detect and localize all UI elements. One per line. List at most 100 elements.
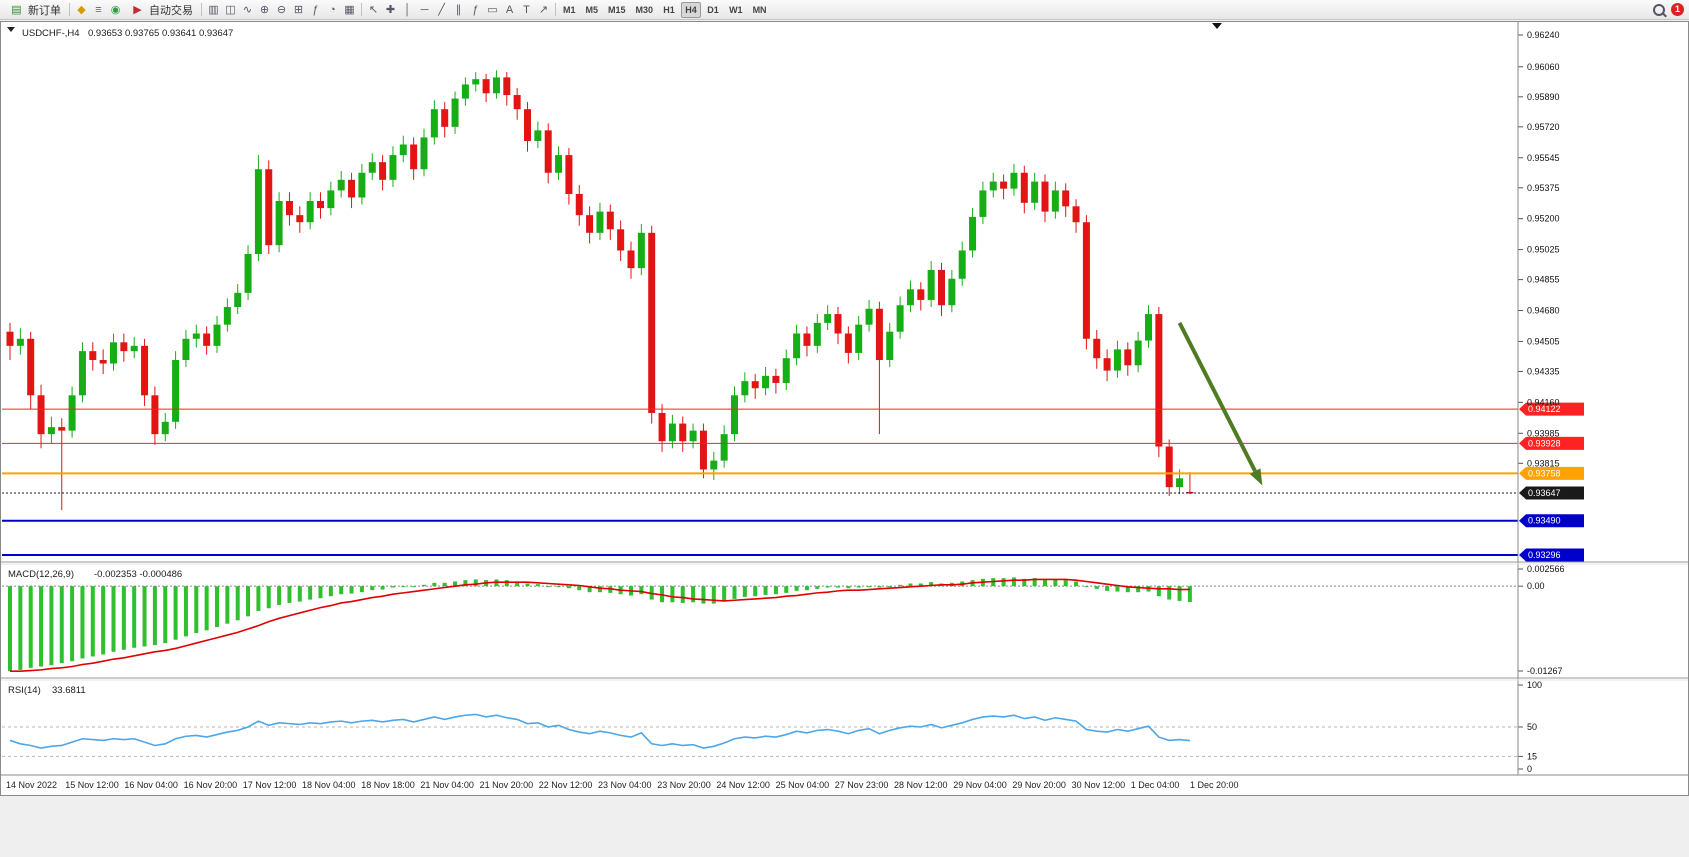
candle [813,314,821,353]
time-axis-label: 14 Nov 2022 [6,780,57,790]
candle [534,121,542,149]
macd-histogram-bar [856,586,861,588]
macd-histogram-bar [328,586,333,597]
candle [1031,172,1039,210]
macd-histogram-bar [225,586,230,624]
line-chart-icon[interactable]: ∿ [242,4,253,16]
macd-histogram-bar [370,586,375,591]
candle [720,425,728,468]
candle [710,451,718,481]
price-tick-label: 0.94335 [1527,366,1560,376]
time-axis-label: 1 Dec 20:00 [1190,780,1239,790]
time-axis-label: 22 Nov 12:00 [539,780,593,790]
indicators-icon[interactable]: ƒ [312,3,319,16]
price-level-label-text: 0.93758 [1528,468,1561,478]
zoom-out-icon[interactable]: ⊖ [276,4,287,16]
candlestick-icon[interactable]: ◫ [225,4,236,16]
macd-histogram-bar [121,586,126,650]
price-level-label [1519,486,1584,500]
time-axis-label: 27 Nov 23:00 [835,780,889,790]
zoom-in-icon[interactable]: ⊕ [259,4,270,16]
candle [948,269,956,313]
macd-histogram-bar [308,586,313,600]
candle [16,328,24,355]
candle [803,326,811,357]
macd-histogram-bar [8,586,12,672]
candle [1103,349,1111,382]
candle [472,72,480,92]
macd-histogram-bar [1115,586,1120,592]
community-icon[interactable]: ◉ [110,4,121,16]
chart-window-border [0,21,1689,796]
candle [658,404,666,452]
search-icon[interactable] [1653,3,1665,16]
macd-histogram-bar [111,586,116,652]
macd-histogram-bar [1074,581,1079,587]
trendline-icon[interactable]: ╱ [438,4,445,16]
timeframe-button-h1[interactable]: H1 [659,2,679,18]
levels-layer[interactable] [2,408,1518,556]
time-axis-label: 29 Nov 04:00 [953,780,1007,790]
fibonacci-icon[interactable]: ƒ [472,3,479,16]
tile-windows-icon[interactable]: ⊞ [293,4,304,16]
macd-title: MACD(12,26,9) [8,569,74,580]
macd-histogram-bar [359,586,364,593]
candle [254,155,262,262]
macd-histogram-bar [794,586,799,591]
macd-axis-label: 0.00 [1527,581,1545,591]
templates-icon[interactable]: ▦ [344,4,355,16]
macd-histogram-bar [515,581,520,587]
toolbar-separator [201,3,202,16]
time-axis-label: 18 Nov 04:00 [302,780,356,790]
candle [337,170,345,198]
candle [679,416,687,452]
timeframe-menu-icon[interactable]: ◔ [329,3,336,16]
price-tick-label: 0.95025 [1527,245,1560,255]
timeframe-button-m30[interactable]: M30 [632,2,658,18]
candle [182,329,190,368]
candle [120,333,128,362]
candle [906,280,914,313]
text-icon[interactable]: A [505,3,514,16]
autotrade-button[interactable]: ▶ 自动交易 [124,1,198,18]
notification-badge[interactable]: 1 [1671,3,1684,16]
alert-icon[interactable]: ◆ [77,4,86,16]
timeframe-button-w1[interactable]: W1 [725,2,747,18]
time-axis-label: 21 Nov 20:00 [480,780,534,790]
candle [1020,165,1028,214]
timeframe-button-d1[interactable]: D1 [703,2,723,18]
candle [37,384,45,449]
one-click-trading-arrow[interactable] [7,27,15,32]
shapes-icon[interactable]: ▭ [487,4,498,16]
price-level-label [1519,402,1584,416]
timeframe-button-m5[interactable]: M5 [582,2,603,18]
new-order-icon: ▤ [11,4,22,16]
timeframe-button-m15[interactable]: M15 [604,2,630,18]
label-icon[interactable]: T [523,3,530,16]
candle [855,315,863,360]
trend-arrow-annotation[interactable] [1177,321,1257,473]
timeframe-button-mn[interactable]: MN [749,2,771,18]
cursor-icon[interactable]: ↖ [368,4,379,16]
chart-title: USDCHF-,H4 [22,28,80,39]
macd-histogram-bar [473,579,478,587]
macd-histogram-bar [246,586,251,617]
crosshair-icon[interactable]: ✚ [385,4,396,16]
new-order-button[interactable]: ▤ 新订单 [3,1,66,18]
arrows-icon[interactable]: ↗ [538,4,549,16]
trend-arrow-head[interactable] [1249,468,1263,486]
vertical-line-icon[interactable]: │ [404,3,411,16]
chart-svg: 0.94122 0.93928 0.93758 0.93647 0.93490 0.932… [0,21,1689,796]
annotation-layer[interactable] [1177,321,1263,486]
candle [1093,329,1101,369]
macd-histogram-bar [711,586,716,604]
timeframe-button-m1[interactable]: M1 [559,2,580,18]
news-icon[interactable]: ≡ [95,3,102,16]
macd-histogram-bar [587,586,592,593]
bar-chart-icon[interactable]: ▥ [208,4,219,16]
channel-icon[interactable]: ∥ [455,4,462,16]
timeframe-button-h4[interactable]: H4 [681,1,702,18]
horizontal-line-icon[interactable]: ─ [420,3,429,16]
candle [451,91,459,134]
chart-shift-marker[interactable] [1212,23,1222,29]
